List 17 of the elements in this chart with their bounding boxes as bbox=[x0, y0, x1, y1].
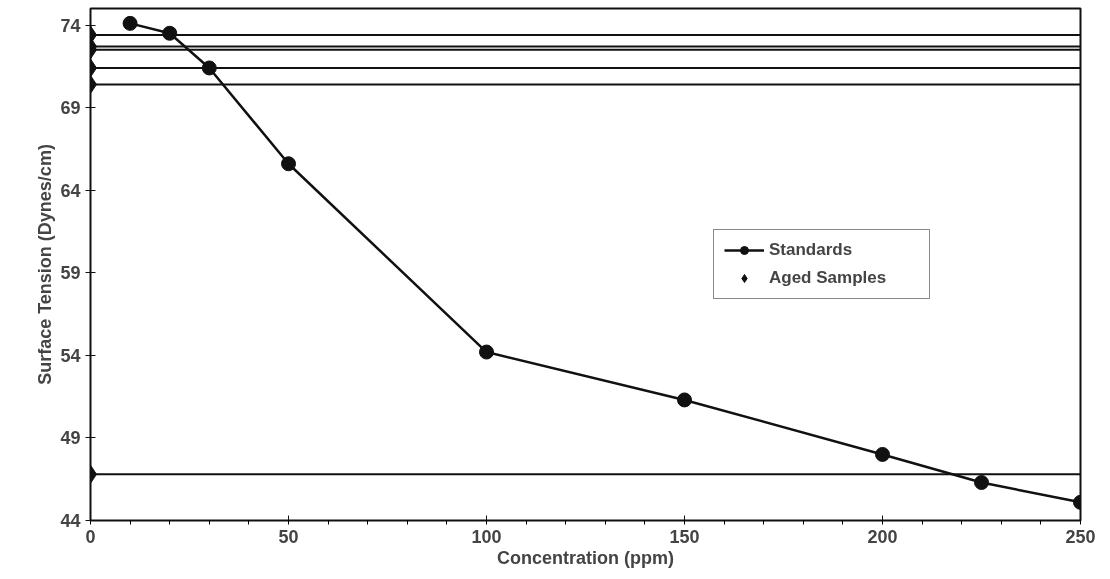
legend-label: Standards bbox=[769, 240, 854, 260]
x-tick-label: 50 bbox=[278, 526, 299, 547]
y-tick-label: 54 bbox=[60, 345, 81, 366]
y-axis-title: Surface Tension (Dynes/cm) bbox=[35, 144, 56, 385]
y-tick-label: 69 bbox=[60, 98, 81, 119]
x-tick-label: 0 bbox=[85, 526, 96, 547]
x-axis-title: Concentration (ppm) bbox=[497, 547, 675, 568]
y-tick-label: 49 bbox=[60, 428, 81, 449]
x-tick-label: 250 bbox=[1065, 526, 1096, 547]
y-tick-label: 44 bbox=[60, 511, 81, 531]
legend-label: Aged Samples bbox=[769, 268, 888, 288]
x-tick-label: 100 bbox=[471, 526, 502, 547]
x-tick-label: 200 bbox=[867, 526, 898, 547]
y-tick-label: 74 bbox=[60, 15, 81, 36]
y-tick-label: 59 bbox=[60, 263, 81, 284]
y-tick-label: 64 bbox=[60, 180, 81, 201]
x-tick-label: 150 bbox=[669, 526, 700, 547]
